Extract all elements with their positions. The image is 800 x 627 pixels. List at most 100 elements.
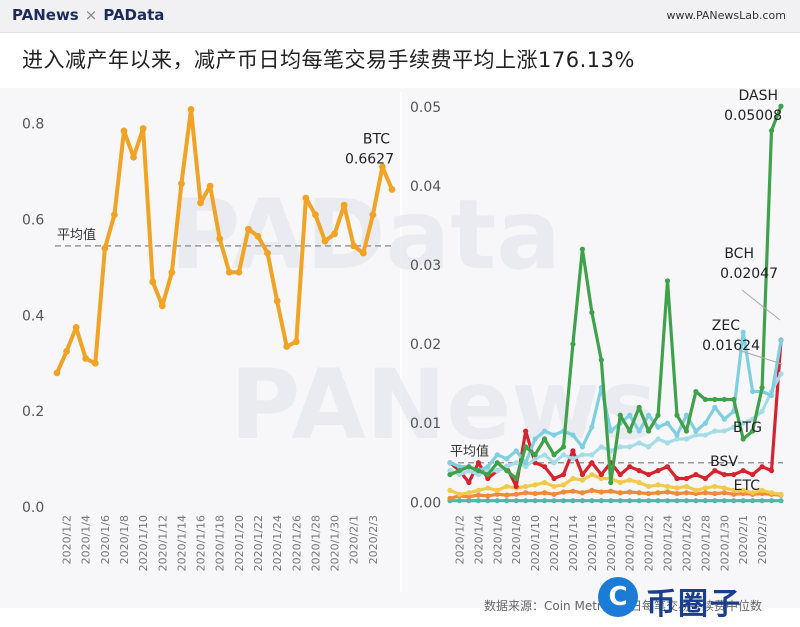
data-point-btc-7 [120,127,128,135]
data-point-bch-27 [702,420,708,426]
x-tick-label-0-10: 2020/1/22 [252,515,265,571]
data-point-btc-13 [178,180,185,188]
x-tick-label-0-6: 2020/1/14 [175,515,188,571]
data-point-dash-28 [712,396,718,403]
data-point-btg-19 [627,464,633,470]
data-point-btg-29 [721,471,727,478]
data-point-etc-19 [627,489,633,495]
data-point-dash-11 [551,452,557,458]
x-tick-label-1-13: 2020/1/28 [699,515,712,571]
data-point-btg-18 [617,471,623,478]
x-tick-label-0-14: 2020/1/30 [329,515,342,571]
data-point-dash-35 [778,103,784,109]
panel-divider [400,92,402,592]
data-point-btg-14 [579,471,586,478]
data-point-bsv-3 [475,487,481,493]
data-point-bsv-4 [485,485,491,491]
data-point-bch-1 [456,464,463,470]
data-point-zec-3 [475,471,481,478]
data-point-btg-8 [523,428,529,434]
y-tick-label-0-3: 0.6 [22,213,44,229]
data-point-btg-21 [646,471,652,478]
data-point-zec-18 [617,444,623,450]
data-point-zec-16 [598,444,604,450]
data-point-dash-21 [646,428,652,434]
data-point-other-6-4 [485,498,491,504]
data-point-bsv-18 [617,479,623,486]
data-point-etc-28 [712,490,718,497]
data-point-other-6-34 [768,498,775,504]
data-point-zec-20 [636,440,642,446]
data-point-bch-17 [608,428,614,434]
brand-right: PAData [103,6,165,24]
data-point-btg-11 [551,475,557,482]
data-point-btc-30 [340,201,348,209]
data-point-btg-23 [664,464,671,470]
data-point-btg-27 [702,475,708,482]
data-point-bsv-15 [589,471,595,478]
data-point-btc-12 [168,268,176,276]
data-point-btc-23 [273,297,281,305]
data-point-btc-9 [139,125,147,132]
data-point-bch-4 [485,464,491,470]
data-point-zec-2 [466,468,472,474]
logo-icon: C [598,577,638,617]
data-point-zec-31 [740,420,746,426]
data-point-zec-23 [664,440,671,446]
x-tick-label-1-11: 2020/1/24 [662,515,675,571]
data-point-etc-22 [655,490,661,496]
x-tick-label-0-3: 2020/1/8 [118,515,131,564]
y-tick-label-1-2: 0.02 [410,337,441,353]
data-point-btc-5 [101,244,109,252]
data-point-bsv-27 [702,485,708,491]
data-point-btg-4 [485,475,491,482]
data-point-dash-17 [608,479,614,486]
data-point-other-6-20 [636,498,642,504]
data-point-bch-22 [655,424,661,430]
data-point-btc-8 [130,153,137,161]
data-point-bsv-21 [646,483,652,490]
x-tick-label-0-13: 2020/1/28 [309,515,322,571]
data-point-zec-21 [646,444,652,450]
data-point-dash-1 [456,468,463,474]
data-point-other-6-30 [731,498,737,504]
site-url: www.PANewsLab.com [666,9,787,22]
data-point-bsv-32 [750,490,756,496]
data-point-etc-18 [617,490,623,496]
leader-line-zec [737,349,783,365]
data-point-dash-32 [750,428,756,434]
data-point-dash-25 [683,428,690,434]
data-point-bsv-11 [551,483,557,490]
data-point-zec-22 [655,436,661,442]
series-value-label-zec: 0.01624 [702,338,760,354]
data-point-bsv-8 [523,483,529,490]
data-point-dash-18 [617,412,623,418]
data-point-other-6-21 [646,498,652,504]
data-point-btc-3 [82,355,90,362]
data-point-bsv-22 [655,482,661,488]
data-point-btc-1 [63,347,70,355]
data-point-bch-24 [674,432,680,438]
data-point-btg-22 [655,468,661,474]
series-value-label-dash: 0.05008 [724,108,782,124]
data-point-bsv-30 [731,487,737,493]
data-point-btg-31 [740,468,746,474]
data-point-other-6-14 [579,498,586,504]
chart-title: 进入减产年以来，减产币日均每笔交易手续费平均上涨176.13% [22,48,635,72]
y-tick-label-0-0: 0.0 [22,500,44,516]
data-point-etc-15 [589,487,595,493]
y-tick-label-1-1: 0.01 [410,416,441,432]
leader-line-bch [741,289,781,321]
data-point-etc-13 [570,488,576,494]
data-point-other-6-18 [617,498,623,504]
data-point-etc-24 [674,490,680,497]
average-label-1: 平均值 [450,444,489,460]
x-tick-label-1-2: 2020/1/6 [491,515,504,564]
data-point-bsv-26 [693,487,699,493]
data-point-other-6-5 [494,498,500,504]
data-point-zec-24 [674,436,680,442]
data-point-bch-14 [579,444,586,450]
data-point-bsv-23 [664,483,671,490]
data-point-etc-17 [608,488,614,494]
data-point-other-6-32 [750,498,756,504]
